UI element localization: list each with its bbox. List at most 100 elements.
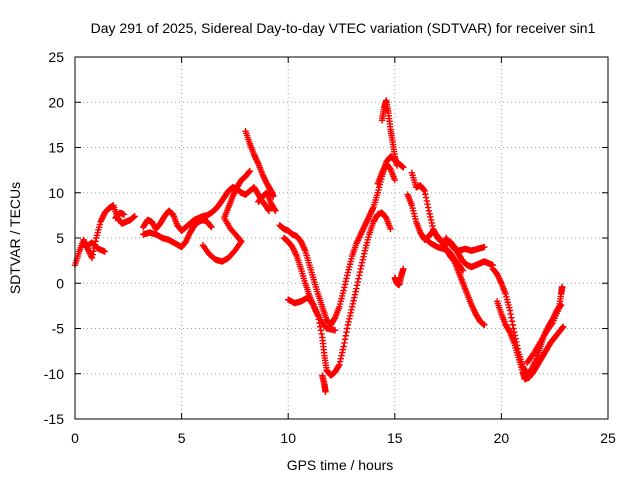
x-tick-label: 15 <box>387 430 403 446</box>
data-point <box>318 330 325 338</box>
series-track-q <box>404 191 488 329</box>
data-points <box>71 97 567 396</box>
data-point <box>346 312 354 320</box>
data-point <box>336 358 344 365</box>
series-track-o <box>391 265 407 289</box>
series-track-k <box>319 372 329 396</box>
data-point <box>348 306 355 313</box>
y-tick-label: 0 <box>56 275 64 291</box>
data-point <box>391 176 398 184</box>
data-point <box>343 328 350 336</box>
data-point <box>357 265 364 272</box>
data-point <box>208 223 215 231</box>
data-point <box>424 201 431 208</box>
data-point <box>356 268 364 276</box>
data-point <box>358 262 365 269</box>
data-point <box>90 248 97 255</box>
data-point <box>343 272 351 279</box>
data-point <box>422 191 429 198</box>
data-point <box>355 275 362 282</box>
data-point <box>344 321 352 329</box>
data-point <box>343 275 350 282</box>
data-point <box>89 251 96 258</box>
data-point <box>341 339 348 347</box>
grid-lines <box>75 57 608 419</box>
data-point <box>336 361 343 368</box>
data-point <box>393 162 401 169</box>
data-point <box>459 267 467 274</box>
data-point <box>339 349 346 356</box>
y-tick-label: -5 <box>52 321 65 337</box>
data-point <box>351 294 358 301</box>
data-point <box>348 303 356 310</box>
data-point <box>506 327 513 335</box>
data-point <box>131 213 138 220</box>
data-point <box>349 300 357 307</box>
chart-title: Day 291 of 2025, Sidereal Day-to-day VTE… <box>91 20 596 36</box>
x-tick-label: 0 <box>71 430 79 446</box>
series-track-h <box>255 189 279 215</box>
y-tick-label: 15 <box>48 140 64 156</box>
series-track-d <box>140 184 273 234</box>
series-track-u <box>493 298 567 383</box>
data-point <box>354 278 362 286</box>
data-point <box>425 204 432 211</box>
data-point <box>345 318 352 326</box>
data-point <box>509 321 516 329</box>
data-point <box>400 164 407 171</box>
data-point <box>343 325 351 332</box>
data-point <box>340 287 347 294</box>
x-tick-label: 20 <box>494 430 510 446</box>
data-point <box>351 291 359 298</box>
data-point <box>420 186 428 194</box>
data-point <box>359 256 367 263</box>
series-track-n <box>374 160 398 187</box>
series-track-f <box>199 167 254 265</box>
data-point <box>421 187 428 195</box>
data-point <box>356 272 363 279</box>
data-point <box>337 355 344 362</box>
data-point <box>422 194 430 201</box>
y-tick-label: 25 <box>48 49 64 65</box>
data-point <box>309 300 316 307</box>
series-track-m <box>378 97 401 169</box>
data-point <box>481 321 488 329</box>
data-point <box>245 168 253 176</box>
data-point <box>338 352 345 359</box>
data-point <box>353 282 361 289</box>
data-point <box>481 243 488 251</box>
data-point <box>350 297 357 304</box>
data-point <box>346 315 353 323</box>
series-track-l <box>285 294 339 334</box>
data-point <box>207 223 214 230</box>
data-point <box>387 225 394 233</box>
data-point <box>507 310 514 318</box>
data-point <box>340 343 347 350</box>
data-point <box>341 284 348 291</box>
x-axis-label: GPS time / hours <box>287 457 394 473</box>
y-tick-label: -10 <box>44 366 64 382</box>
y-tick-label: -15 <box>44 411 64 427</box>
data-point <box>265 207 273 215</box>
plot-frame <box>74 56 609 420</box>
series-track-v <box>523 283 566 367</box>
data-point <box>429 222 436 230</box>
data-point <box>427 216 435 224</box>
axis-ticks: 0 5 10 15 20 25 -15 -10 -5 0 5 10 15 20 25 <box>44 49 616 446</box>
data-point <box>428 219 435 227</box>
x-tick-label: 10 <box>280 430 296 446</box>
data-point <box>506 307 514 314</box>
data-point <box>331 327 339 334</box>
data-point <box>353 285 360 292</box>
data-point <box>510 325 517 332</box>
x-tick-label: 25 <box>600 430 616 446</box>
data-point <box>120 211 128 218</box>
data-point <box>271 206 278 213</box>
data-point <box>559 324 566 331</box>
data-point <box>339 346 347 353</box>
data-point <box>317 327 325 334</box>
data-point <box>347 309 354 317</box>
series-track-b <box>82 239 109 255</box>
